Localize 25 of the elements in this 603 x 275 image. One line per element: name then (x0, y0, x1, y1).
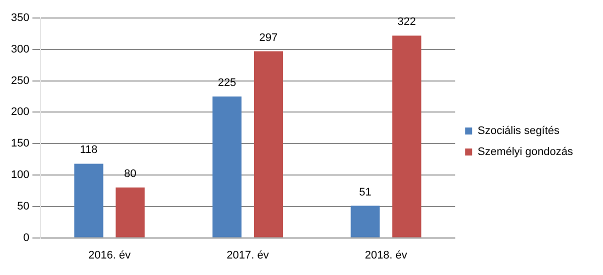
data-label: 297 (259, 32, 278, 44)
data-label: 322 (398, 16, 416, 28)
data-label: 51 (359, 186, 372, 198)
y-tick-label: 150 (10, 138, 30, 150)
bar (254, 51, 283, 238)
data-label: 225 (218, 77, 236, 90)
y-tick-label: 300 (10, 43, 30, 56)
y-tick-label: 250 (10, 74, 30, 87)
bar (212, 96, 242, 238)
y-tick-label: 350 (10, 12, 30, 24)
y-tick-label: 200 (10, 106, 30, 118)
bar (350, 206, 380, 238)
data-label: 80 (124, 168, 136, 180)
y-tick-label: 50 (17, 200, 30, 212)
legend-label: Szociális segítés (478, 125, 560, 138)
y-tick-label: 0 (23, 232, 30, 244)
legend-label: Személyi gondozás (478, 146, 574, 158)
x-tick-label: 2016. év (88, 249, 132, 262)
x-tick-label: 2017. év (226, 249, 270, 262)
x-tick-label: 2018. év (364, 249, 408, 262)
bar (392, 36, 422, 238)
y-tick-label: 100 (10, 169, 30, 182)
bar (116, 188, 145, 238)
data-label: 118 (80, 144, 98, 156)
bar (74, 164, 104, 238)
